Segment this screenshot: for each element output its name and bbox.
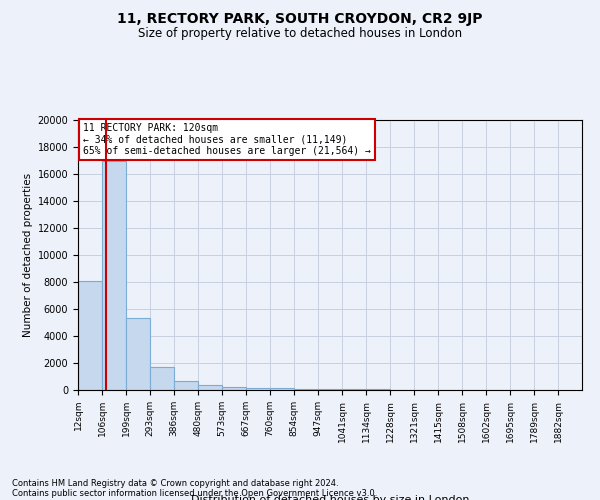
- Text: 11 RECTORY PARK: 120sqm
← 34% of detached houses are smaller (11,149)
65% of sem: 11 RECTORY PARK: 120sqm ← 34% of detache…: [83, 122, 371, 156]
- Y-axis label: Number of detached properties: Number of detached properties: [23, 173, 34, 337]
- Bar: [198, 386, 222, 390]
- X-axis label: Distribution of detached houses by size in London: Distribution of detached houses by size …: [191, 494, 469, 500]
- Text: Size of property relative to detached houses in London: Size of property relative to detached ho…: [138, 28, 462, 40]
- Bar: [270, 388, 294, 390]
- Bar: [102, 160, 126, 390]
- Bar: [246, 388, 270, 390]
- Bar: [318, 389, 342, 390]
- Bar: [126, 318, 150, 390]
- Bar: [222, 386, 246, 390]
- Bar: [150, 367, 174, 390]
- Text: Contains HM Land Registry data © Crown copyright and database right 2024.: Contains HM Land Registry data © Crown c…: [12, 478, 338, 488]
- Bar: [294, 389, 318, 390]
- Text: 11, RECTORY PARK, SOUTH CROYDON, CR2 9JP: 11, RECTORY PARK, SOUTH CROYDON, CR2 9JP: [117, 12, 483, 26]
- Text: Contains public sector information licensed under the Open Government Licence v3: Contains public sector information licen…: [12, 488, 377, 498]
- Bar: [174, 380, 198, 390]
- Bar: [78, 280, 102, 390]
